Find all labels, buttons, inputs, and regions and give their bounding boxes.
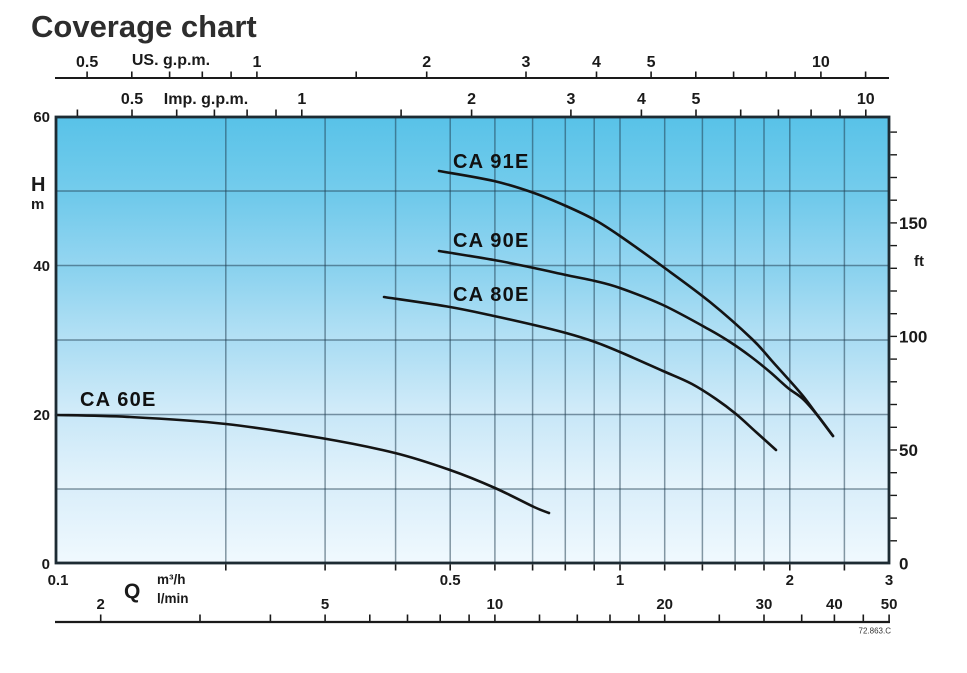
- svg-text:5: 5: [692, 91, 701, 108]
- svg-text:30: 30: [756, 596, 773, 613]
- svg-text:0.5: 0.5: [121, 91, 143, 108]
- svg-text:40: 40: [826, 596, 843, 613]
- svg-text:20: 20: [33, 407, 50, 424]
- svg-text:5: 5: [321, 596, 329, 613]
- svg-text:CA 60E: CA 60E: [80, 389, 157, 411]
- svg-text:10: 10: [857, 91, 875, 108]
- svg-text:10: 10: [812, 54, 830, 71]
- svg-text:1: 1: [297, 91, 306, 108]
- svg-text:0.5: 0.5: [440, 572, 461, 589]
- svg-text:0.1: 0.1: [48, 572, 69, 589]
- svg-text:2: 2: [97, 596, 105, 613]
- svg-text:3: 3: [885, 572, 893, 589]
- svg-text:1: 1: [252, 54, 261, 71]
- svg-text:2: 2: [467, 91, 476, 108]
- svg-text:50: 50: [899, 441, 918, 460]
- svg-text:0: 0: [899, 555, 908, 574]
- svg-text:2: 2: [422, 54, 431, 71]
- svg-text:Coverage chart: Coverage chart: [31, 9, 257, 44]
- svg-text:1: 1: [616, 572, 624, 589]
- svg-text:CA 90E: CA 90E: [453, 230, 530, 252]
- svg-text:2: 2: [786, 572, 794, 589]
- svg-text:Q: Q: [124, 580, 140, 603]
- svg-text:0: 0: [42, 556, 50, 573]
- svg-text:100: 100: [899, 327, 927, 346]
- svg-text:5: 5: [647, 54, 656, 71]
- svg-text:3: 3: [522, 54, 531, 71]
- svg-text:0.5: 0.5: [76, 54, 98, 71]
- svg-text:m: m: [31, 196, 44, 213]
- svg-text:150: 150: [899, 214, 927, 233]
- svg-text:3: 3: [566, 91, 575, 108]
- svg-text:4: 4: [637, 91, 646, 108]
- svg-text:72.863.C: 72.863.C: [859, 627, 892, 636]
- svg-text:60: 60: [33, 109, 50, 126]
- svg-text:m³/h: m³/h: [157, 572, 186, 587]
- svg-text:CA 91E: CA 91E: [453, 151, 530, 173]
- svg-text:H: H: [31, 174, 45, 196]
- svg-text:50: 50: [881, 596, 898, 613]
- svg-text:10: 10: [487, 596, 504, 613]
- svg-text:40: 40: [33, 258, 50, 275]
- svg-text:Imp. g.p.m.: Imp. g.p.m.: [164, 91, 248, 108]
- svg-text:US. g.p.m.: US. g.p.m.: [132, 52, 210, 69]
- svg-text:20: 20: [656, 596, 673, 613]
- svg-text:ft: ft: [914, 253, 924, 270]
- svg-text:4: 4: [592, 54, 601, 71]
- svg-text:CA 80E: CA 80E: [453, 284, 530, 306]
- svg-text:l/min: l/min: [157, 591, 189, 606]
